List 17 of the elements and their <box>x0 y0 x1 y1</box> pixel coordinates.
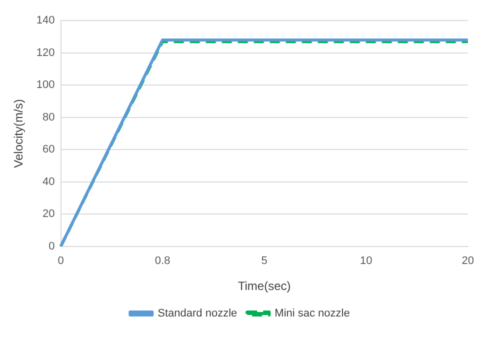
x-tick-label: 10 <box>360 255 372 268</box>
y-axis-title: Velocity(m/s) <box>12 99 26 168</box>
y-tick-label: 120 <box>36 46 55 59</box>
x-tick-label: 0.8 <box>154 255 170 268</box>
y-tick-label: 100 <box>36 79 55 92</box>
x-tick-label: 0 <box>58 255 64 268</box>
y-tick-label: 60 <box>42 144 55 156</box>
x-axis-title: Time(sec) <box>238 279 291 294</box>
legend-label: Standard nozzle <box>158 308 238 320</box>
legend-label: Mini sac nozzle <box>274 308 350 320</box>
y-tick-label: 20 <box>42 208 55 220</box>
y-tick-label: 140 <box>36 14 55 27</box>
y-tick-label: 40 <box>42 176 55 188</box>
y-tick-label: 0 <box>48 240 55 252</box>
x-tick-label: 5 <box>261 255 268 268</box>
y-tick-label: 80 <box>42 111 55 124</box>
x-tick-label: 20 <box>462 255 474 268</box>
